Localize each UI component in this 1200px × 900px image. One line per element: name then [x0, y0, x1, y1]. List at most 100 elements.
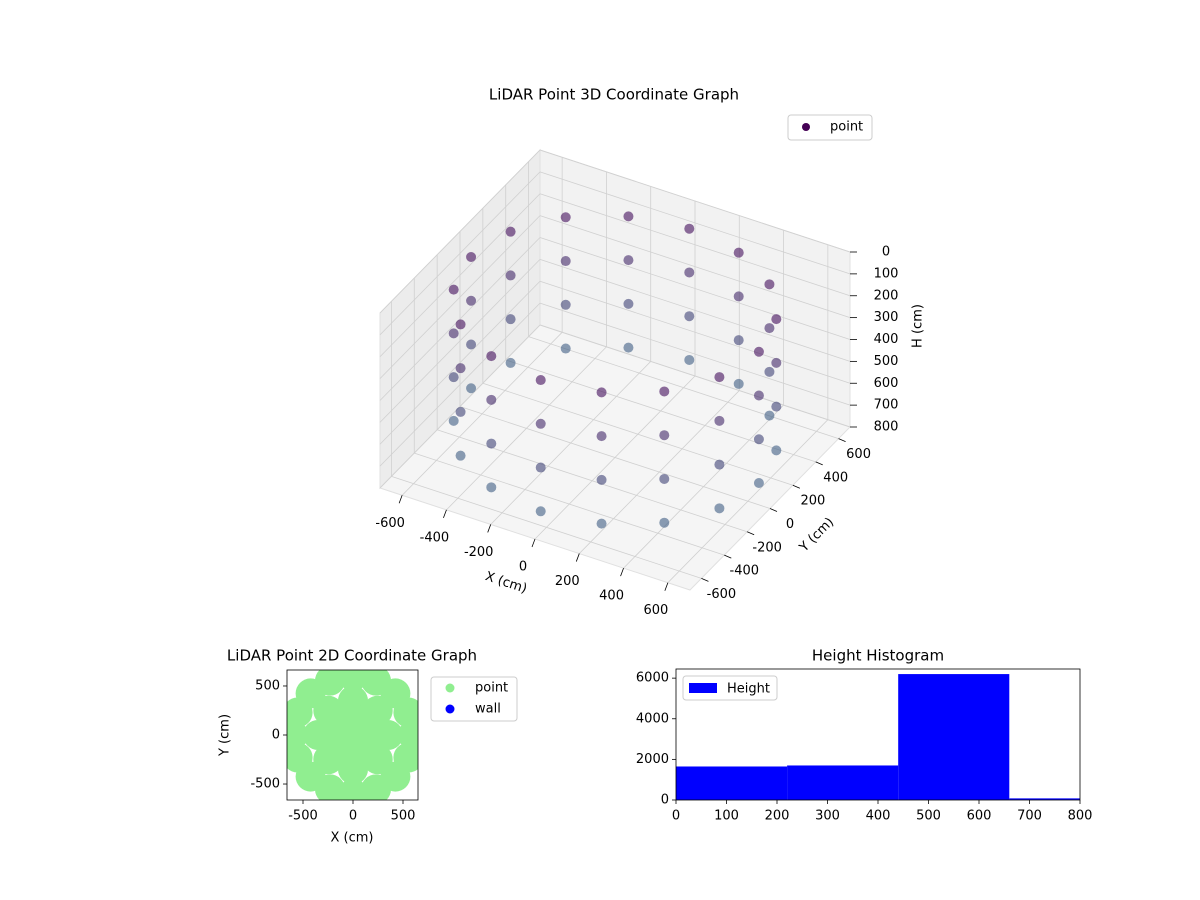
- chart-title: LiDAR Point 3D Coordinate Graph: [489, 86, 739, 104]
- legend-box: [682, 675, 778, 701]
- point: [448, 328, 459, 339]
- x-tick-label: 200: [765, 809, 790, 824]
- point: [623, 342, 634, 353]
- bar: [898, 674, 1010, 800]
- point: [315, 774, 345, 800]
- z-tick-label: 600: [874, 376, 899, 391]
- point: [398, 720, 418, 750]
- point: [771, 314, 782, 325]
- point: [313, 744, 344, 775]
- grid-line: [539, 280, 851, 384]
- point: [287, 720, 308, 750]
- y-tick-label: 500: [255, 678, 280, 693]
- z-tick-label: 500: [874, 354, 899, 369]
- point: [714, 503, 725, 514]
- point: [560, 343, 571, 354]
- point: [338, 778, 368, 800]
- point: [505, 226, 516, 237]
- tick-mark: [838, 438, 846, 443]
- tick-mark: [815, 461, 823, 466]
- y-tick-label: 4000: [636, 711, 669, 726]
- point: [764, 279, 775, 290]
- point: [338, 670, 368, 692]
- grid-line: [539, 302, 851, 406]
- point: [684, 267, 695, 278]
- point: [733, 335, 744, 346]
- bar: [1009, 798, 1080, 800]
- y-tick-label: 400: [823, 470, 848, 485]
- y-tick-label: 0: [661, 793, 669, 808]
- tick-mark: [664, 582, 669, 591]
- x-tick-label: 500: [916, 809, 941, 824]
- point: [455, 450, 466, 461]
- chart-title: LiDAR Point 2D Coordinate Graph: [227, 647, 477, 665]
- z-tick-label: 200: [874, 288, 899, 303]
- tick-mark: [487, 524, 492, 533]
- tick-mark: [398, 495, 403, 504]
- point: [448, 284, 459, 295]
- x-tick-label: 600: [967, 809, 992, 824]
- point: [560, 256, 571, 267]
- plot-histogram: 0 100 200 300 400 500 600 700 800 0 2000 4000 6000 He…: [636, 668, 1093, 824]
- z-tick-label: 100: [874, 266, 899, 281]
- z-tick-label: 700: [874, 398, 899, 413]
- point: [313, 695, 344, 726]
- grid-line: [539, 324, 851, 428]
- x-tick-label: 0: [672, 809, 680, 824]
- point: [684, 354, 695, 365]
- plot-2d: point wall -500 0 500 -500 0 500: [250, 669, 518, 824]
- point: [596, 387, 607, 398]
- y-tick-label: 6000: [636, 671, 669, 686]
- chart-title: Height Histogram: [812, 647, 944, 665]
- grid-line: [379, 149, 541, 314]
- z-axis-label: H (cm): [911, 304, 926, 348]
- point: [535, 418, 546, 429]
- grid-line: [539, 237, 851, 340]
- x-tick-label: 0: [349, 809, 357, 824]
- y-tick-label: -600: [707, 587, 737, 602]
- point: [535, 506, 546, 517]
- bar: [676, 766, 788, 800]
- x-tick-label: 200: [555, 574, 580, 589]
- x-tick-label: -600: [375, 516, 405, 531]
- point: [764, 410, 775, 421]
- point: [535, 462, 546, 473]
- bars: [676, 674, 1080, 800]
- x-tick-label: -500: [288, 809, 318, 824]
- grid-line: [539, 258, 851, 362]
- point: [362, 695, 393, 726]
- grid-line: [379, 237, 541, 401]
- point: [659, 517, 670, 528]
- y-axis-label: Y (cm): [218, 714, 233, 757]
- point: [733, 291, 744, 302]
- point: [486, 351, 497, 362]
- tick-mark: [724, 554, 732, 559]
- point: [455, 363, 466, 374]
- point: [486, 438, 497, 449]
- x-tick-label: 500: [391, 809, 416, 824]
- legend-marker: [445, 704, 455, 714]
- x-tick-label: 0: [519, 560, 527, 575]
- plot-3d: -600 -400 -200 0 200 400 600 -600 -400 -200 0 200 40…: [375, 114, 899, 618]
- grid-line: [379, 302, 541, 467]
- point: [505, 357, 516, 368]
- legend-box: [430, 676, 518, 722]
- point: [361, 670, 391, 696]
- y-tick-label: 200: [800, 494, 825, 509]
- point: [659, 386, 670, 397]
- point: [560, 212, 571, 223]
- point: [505, 270, 516, 281]
- point: [659, 473, 670, 484]
- grid-line: [379, 259, 541, 423]
- y-tick-label: 600: [846, 447, 871, 462]
- point: [466, 295, 477, 306]
- point: [596, 431, 607, 442]
- x-tick-label: 800: [1068, 809, 1093, 824]
- point: [466, 339, 477, 350]
- y-tick-label: -200: [752, 540, 782, 555]
- grid-line: [379, 171, 541, 336]
- tick-mark: [575, 553, 580, 562]
- point: [448, 372, 459, 383]
- x-tick-label: 400: [599, 589, 624, 604]
